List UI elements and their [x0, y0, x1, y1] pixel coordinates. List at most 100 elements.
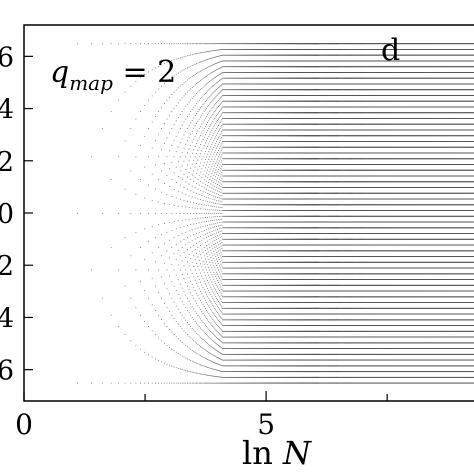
data-point — [224, 141, 225, 142]
data-point — [205, 292, 206, 293]
data-point — [219, 216, 220, 217]
data-point — [218, 68, 219, 69]
data-point — [212, 234, 213, 235]
data-point — [180, 86, 181, 87]
data-point — [221, 109, 222, 110]
data-point — [204, 306, 205, 307]
data-point — [214, 111, 215, 112]
data-point — [207, 272, 208, 273]
data-point — [222, 124, 223, 125]
data-point — [210, 80, 211, 81]
data-point — [161, 362, 162, 363]
data-point — [196, 303, 197, 304]
data-point — [207, 375, 208, 376]
data-point — [192, 328, 193, 329]
data-point — [111, 179, 112, 180]
data-point — [205, 225, 206, 226]
data-point — [217, 370, 218, 371]
data-point — [180, 128, 181, 129]
data-point — [219, 74, 220, 75]
data-point — [218, 207, 219, 208]
data-point — [200, 236, 201, 237]
data-point — [195, 259, 196, 260]
data-point — [192, 306, 193, 307]
data-point — [211, 361, 212, 362]
data-point — [148, 156, 149, 157]
data-point — [187, 43, 188, 44]
data-point — [189, 277, 190, 278]
data-point — [221, 307, 222, 308]
data-points — [77, 43, 474, 383]
data-point — [224, 268, 225, 269]
data-point — [192, 175, 193, 176]
data-point — [213, 300, 214, 301]
data-point — [214, 383, 215, 384]
data-point — [192, 372, 193, 373]
data-point — [201, 195, 202, 196]
data-point — [215, 63, 216, 64]
data-point — [214, 50, 215, 51]
data-point — [185, 43, 186, 44]
data-point — [216, 154, 217, 155]
data-point — [221, 180, 222, 181]
data-point — [215, 270, 216, 271]
data-point — [182, 233, 183, 234]
data-point — [207, 51, 208, 52]
data-point — [221, 318, 222, 319]
data-point — [215, 376, 216, 377]
data-point — [185, 94, 186, 95]
data-point — [225, 371, 226, 372]
data-point — [212, 326, 213, 327]
data-point — [218, 383, 219, 384]
data-point — [214, 64, 215, 65]
data-point — [182, 152, 183, 153]
data-point — [180, 171, 181, 172]
data-point — [201, 249, 202, 250]
data-point — [195, 167, 196, 168]
data-point — [223, 302, 224, 303]
data-point — [223, 296, 224, 297]
data-point — [205, 52, 206, 53]
data-point — [221, 102, 222, 103]
data-point — [199, 147, 200, 148]
data-point — [222, 319, 223, 320]
data-point — [201, 258, 202, 259]
data-point — [213, 307, 214, 308]
data-point — [207, 296, 208, 297]
data-point — [182, 369, 183, 370]
data-point — [220, 68, 221, 69]
data-point — [171, 281, 172, 282]
data-point — [222, 158, 223, 159]
data-point — [200, 135, 201, 136]
data-point — [195, 249, 196, 250]
data-point — [102, 298, 103, 299]
data-point — [212, 241, 213, 242]
data-point — [213, 334, 214, 335]
data-point — [211, 195, 212, 196]
data-point — [164, 283, 165, 284]
data-point — [184, 187, 185, 188]
data-point — [192, 229, 193, 230]
data-point — [209, 209, 210, 210]
data-point — [218, 226, 219, 227]
data-point — [158, 134, 159, 135]
data-point — [198, 218, 199, 219]
data-point — [203, 148, 204, 149]
data-point — [222, 331, 223, 332]
data-point — [218, 376, 219, 377]
data-point — [135, 119, 136, 120]
data-point — [201, 142, 202, 143]
data-point — [217, 165, 218, 166]
data-point — [199, 222, 200, 223]
data-point — [224, 101, 225, 102]
data-point — [210, 353, 211, 354]
data-point — [182, 261, 183, 262]
data-point — [223, 141, 224, 142]
data-point — [222, 170, 223, 171]
data-point — [212, 319, 213, 320]
data-point — [152, 174, 153, 175]
data-point — [213, 223, 214, 224]
data-point — [176, 151, 177, 152]
data-point — [214, 179, 215, 180]
data-point — [178, 309, 179, 310]
